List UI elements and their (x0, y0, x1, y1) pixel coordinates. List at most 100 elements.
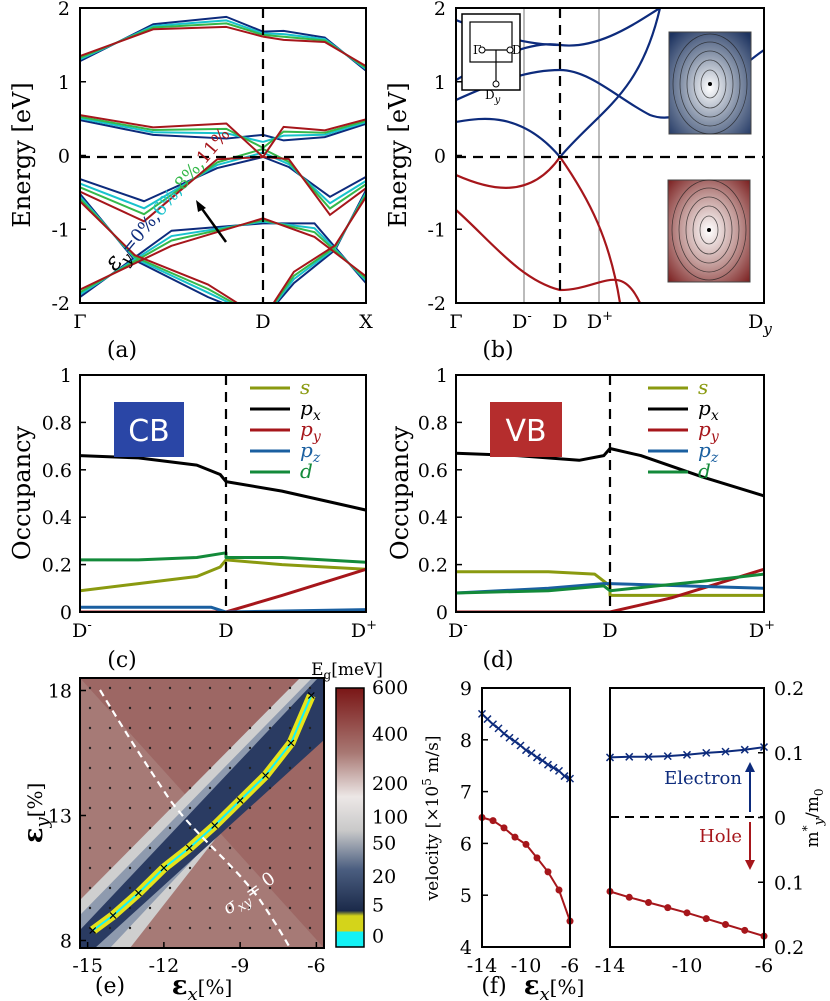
bz-gamma: Γ (473, 43, 481, 57)
f-right-marker-Electron-3 (663, 752, 672, 761)
e-grid-dot (148, 726, 152, 730)
e-grid-dot (88, 746, 92, 750)
e-cb-label-7: 0 (372, 926, 384, 948)
e-grid-dot (248, 766, 252, 770)
panel-a-bands (80, 15, 366, 303)
e-cb-label-3: 100 (372, 807, 408, 829)
panel-c-ylabel: Occupancy (8, 425, 36, 560)
e-grid-dot (228, 846, 232, 850)
panel-a-arrow-head (196, 200, 206, 212)
e-grid-dot (308, 806, 312, 810)
e-grid-dot (188, 746, 192, 750)
panel-a-yticks: 2 1 0 -1 -2 (51, 0, 86, 315)
band-a-left-8%-1 (80, 115, 264, 149)
f-right-ytick-2: 0 (774, 808, 786, 830)
panel-f-label: (f) (481, 974, 506, 999)
panel-c-yticks: 1 0.8 0.6 0.4 0.2 0 (42, 365, 86, 624)
d-legend-label-1: px (698, 396, 719, 424)
panel-f-electron-arrowhead (745, 762, 755, 772)
e-grid-dot (128, 806, 132, 810)
e-grid-dot (148, 866, 152, 870)
e-grid-dot (228, 746, 232, 750)
panel-b-cb-inset (668, 31, 752, 135)
e-grid-dot (208, 886, 212, 890)
e-grid-dot (268, 846, 272, 850)
panel-e-frame (79, 677, 325, 949)
occ-c-py (80, 567, 366, 612)
panel-a-arrow (198, 205, 228, 243)
f-left-ytick-1: 8 (460, 730, 472, 752)
e-grid-dot (208, 726, 212, 730)
e-grid-dot (188, 906, 192, 910)
d-legend-label-2: py (698, 417, 720, 445)
panel-d-yticks: 1 0.8 0.6 0.4 0.2 0 (418, 365, 462, 624)
e-grid-dot (108, 886, 112, 890)
e-grid-dot (208, 866, 212, 870)
e-grid-dot (168, 746, 172, 750)
a-xtick-0: Γ (73, 311, 86, 333)
e-xtick-2: -9 (231, 955, 250, 977)
c-ytick-3: 0.4 (42, 507, 72, 529)
e-grid-dot (208, 786, 212, 790)
e-grid-dot (208, 806, 212, 810)
e-grid-dot (228, 906, 232, 910)
d-xtick-d: D (602, 620, 617, 642)
b-ytick-2: 0 (434, 146, 446, 168)
panel-e-ridge-markers (89, 692, 315, 934)
e-grid-dot (268, 866, 272, 870)
band-a-right-0%-1 (262, 122, 366, 142)
b-xtick-dminus: D- (512, 309, 532, 333)
c-ytick-2: 0.6 (42, 460, 72, 482)
panel-c-curves (80, 454, 366, 612)
f-left-marker-Electron-15 (560, 772, 569, 781)
f-right-ytick-4: 0.2 (774, 937, 804, 959)
band-b-vb2 (456, 209, 641, 303)
e-grid-dot (188, 866, 192, 870)
a-ytick-1: 1 (58, 72, 70, 94)
e-ridge-marker-6 (236, 797, 244, 804)
bz-d: D (512, 43, 522, 57)
e-grid-dot (128, 726, 132, 730)
f-left-marker-Electron-8 (521, 746, 531, 755)
e-cb-label-1: 400 (372, 724, 408, 746)
e-ridge-marker-8 (287, 739, 295, 747)
panel-e-ylabel: εy[%] (19, 783, 53, 844)
e-grid-dot (88, 726, 92, 730)
e-cb-label-2: 200 (372, 773, 408, 795)
e-grid-dot (88, 806, 92, 810)
e-grid-dot (108, 726, 112, 730)
occ-d-d (456, 572, 764, 595)
e-grid-dot (108, 706, 112, 710)
panel-f-left-ticks: 9 8 7 6 5 4-14 -10 -6 (460, 678, 579, 977)
band-a-right-8%-1 (262, 119, 366, 149)
bz-dy: Dy (485, 88, 501, 106)
e-grid-dot (108, 746, 112, 750)
e-grid-dot (268, 686, 272, 690)
e-grid-dot (248, 746, 252, 750)
band-a-right-11%-4 (262, 217, 366, 278)
e-grid-dot (208, 706, 212, 710)
e-grid-dot (268, 906, 272, 910)
panel-e-ticks: -15 -12 -9 -6 18 13 8 (48, 681, 326, 978)
e-grid-dot (248, 886, 252, 890)
e-cb-label-6: 5 (372, 895, 384, 917)
e-grid-dot (208, 906, 212, 910)
e-grid-dot (168, 766, 172, 770)
a-ytick-4: -2 (51, 293, 70, 315)
e-grid-dot (248, 926, 252, 930)
f-left-marker-Hole-7 (555, 886, 563, 894)
b-ytick-1: 1 (434, 72, 446, 94)
band-a-left-0%-0 (80, 156, 264, 203)
e-grid-dot (128, 686, 132, 690)
e-grid-dot (188, 826, 192, 830)
e-grid-dot (288, 706, 292, 710)
f-left-marker-Hole-5 (533, 854, 541, 862)
b-ytick-3: -1 (427, 219, 446, 241)
e-grid-dot (308, 886, 312, 890)
band-a-left-11%-0 (80, 156, 264, 223)
e-grid-dot (228, 726, 232, 730)
